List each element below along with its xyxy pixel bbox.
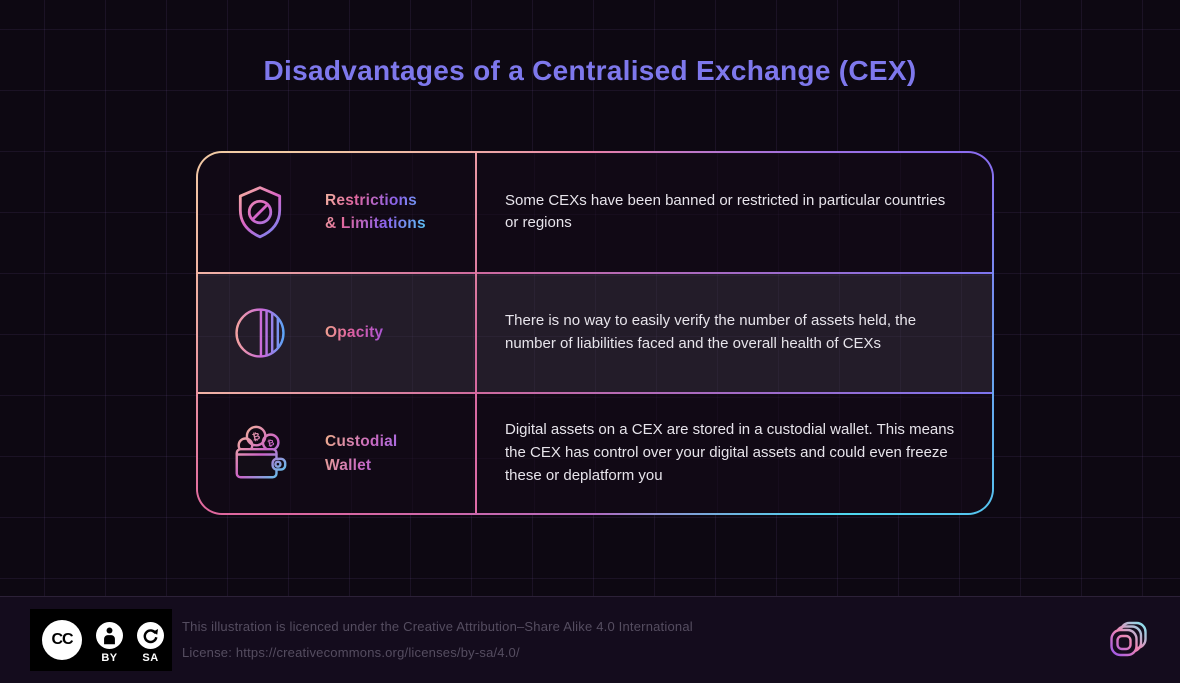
table-row: ₿ ₿ Custodial Wallet Digital assets on <box>198 394 992 513</box>
svg-text:₿: ₿ <box>266 437 275 448</box>
license-line-1: This illustration is licenced under the … <box>182 619 693 634</box>
row-divider <box>198 271 992 274</box>
table-row: Restrictions & Limitations Some CEXs hav… <box>198 153 992 272</box>
cc-sa-arrow-icon <box>137 622 164 649</box>
table-row: Opacity There is no way to easily verify… <box>198 273 992 393</box>
brand-logo <box>1102 616 1150 664</box>
cc-sa-label: SA <box>142 652 159 664</box>
custodial-wallet-icon: ₿ ₿ <box>229 423 291 485</box>
cc-by-label: BY <box>101 652 118 664</box>
cex-disadvantages-table: Restrictions & Limitations Some CEXs hav… <box>196 151 994 515</box>
footer: CC BY SA <box>0 596 1180 683</box>
shield-ban-icon <box>229 181 291 243</box>
layered-d-logo-icon <box>1110 621 1147 657</box>
creative-commons-badge: CC BY SA <box>30 609 172 671</box>
license-text: This illustration is licenced under the … <box>182 614 693 666</box>
column-divider <box>475 153 477 513</box>
opacity-circle-icon <box>229 302 291 364</box>
cc-by-person-icon <box>96 622 123 649</box>
row-divider <box>198 392 992 395</box>
row-label: Custodial Wallet <box>325 430 397 477</box>
page-title: Disadvantages of a Centralised Exchange … <box>263 55 917 86</box>
svg-text:₿: ₿ <box>251 431 261 444</box>
row-label: Restrictions & Limitations <box>325 189 426 236</box>
row-description: Some CEXs have been banned or restricted… <box>505 191 946 232</box>
row-description: There is no way to easily verify the num… <box>505 312 917 352</box>
row-description: Digital assets on a CEX are stored in a … <box>505 421 955 485</box>
cc-icon: CC <box>42 620 82 660</box>
license-line-2: License: https://creativecommons.org/lic… <box>182 645 520 660</box>
row-label: Opacity <box>325 321 383 344</box>
